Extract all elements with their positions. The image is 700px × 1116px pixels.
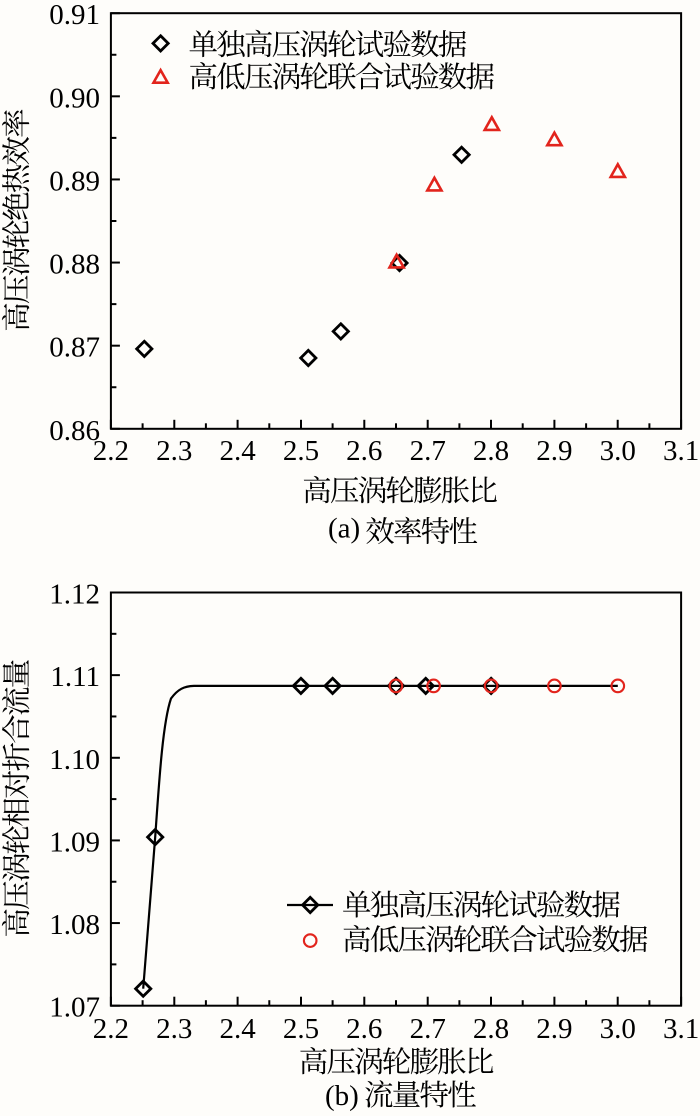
svg-text:0.90: 0.90 [49, 82, 100, 114]
svg-text:2.6: 2.6 [346, 1013, 382, 1045]
svg-text:1.09: 1.09 [49, 826, 100, 858]
svg-text:3.1: 3.1 [663, 1013, 699, 1045]
svg-text:2.3: 2.3 [156, 435, 192, 467]
svg-text:0.91: 0.91 [49, 0, 100, 31]
svg-text:2.7: 2.7 [410, 1013, 446, 1045]
svg-text:1.10: 1.10 [49, 744, 100, 776]
svg-text:2.2: 2.2 [93, 1013, 129, 1045]
svg-text:2.4: 2.4 [219, 435, 256, 467]
svg-text:2.9: 2.9 [536, 435, 572, 467]
svg-text:2.4: 2.4 [219, 1013, 256, 1045]
svg-text:1.08: 1.08 [49, 909, 100, 941]
svg-text:3.0: 3.0 [600, 1013, 636, 1045]
svg-text:2.8: 2.8 [473, 435, 509, 467]
svg-text:2.5: 2.5 [283, 1013, 319, 1045]
svg-text:3.0: 3.0 [600, 435, 636, 467]
svg-text:1.11: 1.11 [50, 661, 100, 693]
svg-text:2.7: 2.7 [410, 435, 446, 467]
svg-text:2.8: 2.8 [473, 1013, 509, 1045]
svg-text:1.12: 1.12 [49, 579, 100, 611]
svg-text:0.88: 0.88 [49, 249, 100, 281]
svg-text:2.2: 2.2 [93, 435, 129, 467]
svg-text:0.87: 0.87 [49, 332, 100, 364]
svg-text:2.3: 2.3 [156, 1013, 192, 1045]
svg-text:0.89: 0.89 [49, 165, 100, 197]
svg-text:0.86: 0.86 [49, 415, 100, 447]
svg-text:1.07: 1.07 [49, 992, 100, 1024]
svg-text:(b): (b) [325, 1080, 359, 1112]
svg-text:3.1: 3.1 [663, 435, 699, 467]
svg-text:(a): (a) [328, 513, 360, 545]
svg-text:2.9: 2.9 [536, 1013, 572, 1045]
svg-text:2.6: 2.6 [346, 435, 382, 467]
svg-text:2.5: 2.5 [283, 435, 319, 467]
